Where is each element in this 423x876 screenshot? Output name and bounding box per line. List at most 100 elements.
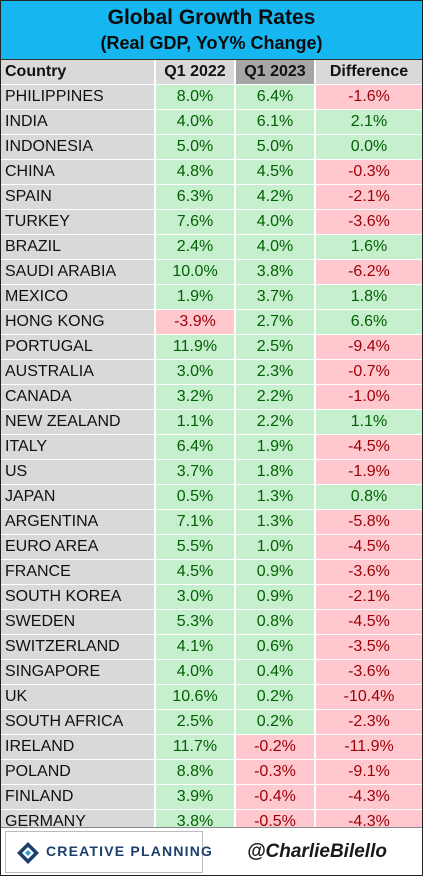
cell-q1-2023: 5.0% — [236, 135, 314, 159]
creative-planning-logo: CREATIVE PLANNING — [5, 831, 212, 873]
cell-country: SPAIN — [1, 185, 154, 209]
cell-country: BRAZIL — [1, 235, 154, 259]
cell-country: ARGENTINA — [1, 510, 154, 534]
cell-country: SINGAPORE — [1, 660, 154, 684]
logo-text: CREATIVE PLANNING — [46, 843, 214, 859]
cell-q1-2023: 0.2% — [236, 685, 314, 709]
cell-q1-2023: -0.2% — [236, 735, 314, 759]
cell-country: NEW ZEALAND — [1, 410, 154, 434]
cell-q1-2023: 6.4% — [236, 85, 314, 109]
chart-title: Global Growth Rates — [107, 6, 316, 29]
title-band: Global Growth Rates (Real GDP, YoY% Chan… — [1, 1, 422, 60]
cell-q1-2023: 3.8% — [236, 260, 314, 284]
table-row: BRAZIL 2.4% 4.0% 1.6% — [1, 235, 422, 260]
cell-q1-2022: 3.0% — [156, 585, 234, 609]
cell-q1-2022: 3.2% — [156, 385, 234, 409]
cell-country: PORTUGAL — [1, 335, 154, 359]
cell-q1-2023: 4.0% — [236, 235, 314, 259]
cell-q1-2022: 4.8% — [156, 160, 234, 184]
author-handle: @CharlieBilello — [247, 841, 387, 862]
cell-q1-2022: 4.5% — [156, 560, 234, 584]
growth-table: Country Q1 2022 Q1 2023 Difference PHILI… — [1, 60, 422, 860]
cell-q1-2023: 0.8% — [236, 610, 314, 634]
cell-country: EURO AREA — [1, 535, 154, 559]
table-row: SAUDI ARABIA 10.0% 3.8% -6.2% — [1, 260, 422, 285]
cell-difference: -9.1% — [316, 760, 422, 784]
cell-country: INDIA — [1, 110, 154, 134]
cell-difference: -10.4% — [316, 685, 422, 709]
cell-difference: 0.8% — [316, 485, 422, 509]
cell-country: US — [1, 460, 154, 484]
cell-q1-2022: 8.0% — [156, 85, 234, 109]
cell-difference: -6.2% — [316, 260, 422, 284]
cell-q1-2023: -0.3% — [236, 760, 314, 784]
cell-difference: -2.1% — [316, 185, 422, 209]
cell-difference: -1.6% — [316, 85, 422, 109]
cell-country: MEXICO — [1, 285, 154, 309]
cell-difference: -1.0% — [316, 385, 422, 409]
cell-country: SOUTH KOREA — [1, 585, 154, 609]
cell-difference: -11.9% — [316, 735, 422, 759]
cell-country: INDONESIA — [1, 135, 154, 159]
cell-difference: -3.6% — [316, 660, 422, 684]
cell-country: TURKEY — [1, 210, 154, 234]
cell-q1-2022: 2.5% — [156, 710, 234, 734]
cell-q1-2023: 2.2% — [236, 410, 314, 434]
cell-country: FINLAND — [1, 785, 154, 809]
table-row: MEXICO 1.9% 3.7% 1.8% — [1, 285, 422, 310]
cell-q1-2022: 7.6% — [156, 210, 234, 234]
table-row: INDIA 4.0% 6.1% 2.1% — [1, 110, 422, 135]
table-row: CHINA 4.8% 4.5% -0.3% — [1, 160, 422, 185]
cell-q1-2023: 2.7% — [236, 310, 314, 334]
cell-q1-2023: 0.4% — [236, 660, 314, 684]
cell-difference: -3.6% — [316, 210, 422, 234]
cell-q1-2023: 2.3% — [236, 360, 314, 384]
table-row: JAPAN 0.5% 1.3% 0.8% — [1, 485, 422, 510]
cell-q1-2022: 10.0% — [156, 260, 234, 284]
table-row: SPAIN 6.3% 4.2% -2.1% — [1, 185, 422, 210]
cell-difference: -9.4% — [316, 335, 422, 359]
cell-q1-2023: 1.8% — [236, 460, 314, 484]
cell-country: CHINA — [1, 160, 154, 184]
cell-q1-2022: 5.3% — [156, 610, 234, 634]
cell-q1-2022: 3.0% — [156, 360, 234, 384]
cell-q1-2022: 4.1% — [156, 635, 234, 659]
table-row: SWEDEN 5.3% 0.8% -4.5% — [1, 610, 422, 635]
cell-difference: -2.3% — [316, 710, 422, 734]
cell-country: ITALY — [1, 435, 154, 459]
table-row: INDONESIA 5.0% 5.0% 0.0% — [1, 135, 422, 160]
cell-q1-2022: 5.0% — [156, 135, 234, 159]
cell-q1-2022: 10.6% — [156, 685, 234, 709]
chart-subtitle: (Real GDP, YoY% Change) — [100, 33, 323, 53]
cell-q1-2023: 4.2% — [236, 185, 314, 209]
table-row: TURKEY 7.6% 4.0% -3.6% — [1, 210, 422, 235]
cell-q1-2023: 0.2% — [236, 710, 314, 734]
cell-country: AUSTRALIA — [1, 360, 154, 384]
table-body: PHILIPPINES 8.0% 6.4% -1.6% INDIA 4.0% 6.1% 2.1… — [1, 85, 422, 860]
cell-country: HONG KONG — [1, 310, 154, 334]
table-row: SWITZERLAND 4.1% 0.6% -3.5% — [1, 635, 422, 660]
table-row: POLAND 8.8% -0.3% -9.1% — [1, 760, 422, 785]
cell-difference: 2.1% — [316, 110, 422, 134]
column-header-country: Country — [1, 60, 154, 84]
cell-q1-2023: 6.1% — [236, 110, 314, 134]
cell-difference: 0.0% — [316, 135, 422, 159]
cell-q1-2023: 0.9% — [236, 585, 314, 609]
cell-q1-2023: 0.6% — [236, 635, 314, 659]
creative-planning-logo-icon — [17, 842, 39, 864]
table-row: SINGAPORE 4.0% 0.4% -3.6% — [1, 660, 422, 685]
cell-q1-2023: 3.7% — [236, 285, 314, 309]
table-row: HONG KONG -3.9% 2.7% 6.6% — [1, 310, 422, 335]
table-row: UK 10.6% 0.2% -10.4% — [1, 685, 422, 710]
cell-difference: -3.6% — [316, 560, 422, 584]
cell-q1-2022: 1.1% — [156, 410, 234, 434]
table-row: CANADA 3.2% 2.2% -1.0% — [1, 385, 422, 410]
table-row: FRANCE 4.5% 0.9% -3.6% — [1, 560, 422, 585]
table-row: FINLAND 3.9% -0.4% -4.3% — [1, 785, 422, 810]
cell-q1-2022: 11.7% — [156, 735, 234, 759]
cell-difference: -0.7% — [316, 360, 422, 384]
cell-difference: -4.5% — [316, 610, 422, 634]
table-row: US 3.7% 1.8% -1.9% — [1, 460, 422, 485]
cell-difference: -4.5% — [316, 535, 422, 559]
